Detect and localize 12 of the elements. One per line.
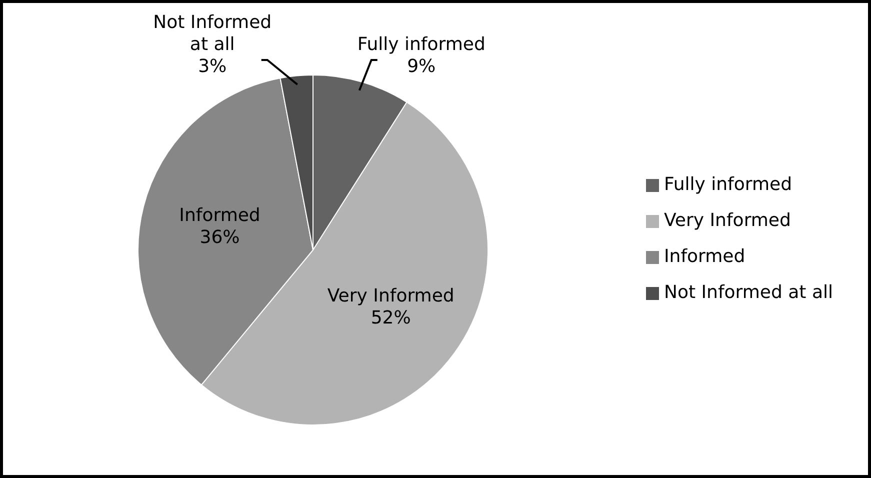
data-label: 9% bbox=[407, 56, 436, 77]
legend-label: Not Informed at all bbox=[664, 281, 833, 305]
data-label: 3% bbox=[198, 56, 227, 77]
slice-label: Informed bbox=[179, 205, 260, 226]
legend-label: Very Informed bbox=[664, 209, 791, 233]
data-label: 36% bbox=[200, 227, 240, 248]
slice-label: Very Informed bbox=[327, 286, 454, 307]
legend-label: Informed bbox=[664, 245, 746, 269]
legend-label: Fully informed bbox=[664, 173, 792, 197]
slice-label: Fully informed bbox=[357, 34, 486, 55]
data-label: 52% bbox=[370, 308, 411, 329]
slice-label: Not Informed at all bbox=[153, 12, 272, 55]
